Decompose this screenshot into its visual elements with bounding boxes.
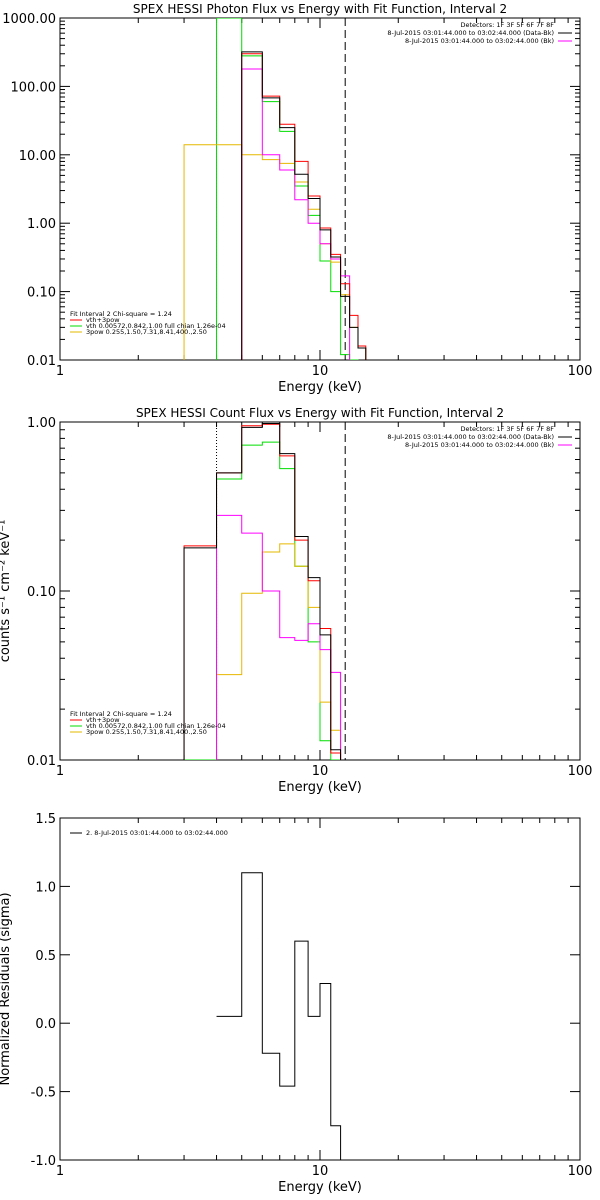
x-tick-label: 10	[312, 1164, 329, 1179]
x-tick-label: 100	[568, 364, 593, 379]
series-total-fit	[216, 872, 342, 1160]
x-axis-label: Energy (keV)	[278, 380, 362, 395]
series-bkg-sub-data	[241, 53, 367, 360]
series-vth-component	[183, 441, 342, 760]
legend-entry: vth+3pow	[86, 716, 120, 724]
y-tick-label: 1.5	[35, 812, 56, 827]
chart-panel-1: SPEX HESSI Photon Flux vs Energy with Fi…	[2, 2, 592, 395]
y-tick-label: 1.00	[27, 217, 56, 232]
legend-entry: vth+3pow	[86, 316, 120, 324]
x-tick-label: 1	[56, 1164, 64, 1179]
y-tick-label: 0.10	[27, 585, 56, 600]
x-tick-label: 100	[568, 1164, 593, 1179]
legend-entry: Fit Interval 2 Chi-square = 1.24	[70, 310, 172, 318]
x-tick-label: 10	[312, 764, 329, 779]
legend-entry: Detectors: 1F 3F 5F 6F 7F 8F	[460, 425, 554, 433]
chart-panel-2: SPEX HESSI Count Flux vs Energy with Fit…	[0, 406, 592, 795]
series-group	[183, 18, 367, 360]
x-tick-label: 100	[568, 764, 593, 779]
x-axis-label: Energy (keV)	[278, 1180, 362, 1195]
series-total-fit	[183, 422, 342, 760]
x-tick-label: 1	[56, 764, 64, 779]
legend-entry: 3pow 0.255,1.50,7.31,8.41,400.,2.50	[86, 728, 207, 736]
legend-entry: vth 0.00572,0.842,1.00 full chian 1.26e-…	[86, 322, 226, 330]
series-3pow-component	[216, 543, 342, 760]
y-tick-label: 10.00	[19, 149, 56, 164]
legend-entry: 8-Jul-2015 03:01:44.000 to 03:02:44.000 …	[405, 441, 554, 449]
legend-entry: Detectors: 1F 3F 5F 6F 7F 8F	[460, 21, 554, 29]
legend-entry: 3pow 0.255,1.50,7.31,8.41,400.,2.50	[86, 328, 207, 336]
y-tick-label: 100.00	[11, 80, 57, 95]
legend-entry: 8-Jul-2015 03:01:44.000 to 03:02:44.000 …	[387, 433, 554, 441]
chart-panel-3: 1 10 100 1.5 1.0 0.5 0.0 -0.5 -1.0 Energy (keV) No…	[0, 812, 592, 1195]
y-tick-label: 0.5	[35, 949, 56, 964]
legend-entry: 2. 8-Jul-2015 03:01:44.000 to 03:02:44.0…	[86, 829, 228, 837]
series-total-fit	[241, 51, 367, 360]
x-tick-label: 10	[312, 364, 329, 379]
y-axis-label: counts s⁻¹ cm⁻² keV⁻¹	[0, 520, 13, 663]
y-tick-label: 1.0	[35, 880, 56, 895]
legend-entry: Fit Interval 2 Chi-square = 1.24	[70, 710, 172, 718]
y-tick-label: 1.00	[27, 416, 56, 431]
chart-title: SPEX HESSI Photon Flux vs Energy with Fi…	[133, 2, 507, 16]
legend-entry: 8-Jul-2015 03:01:44.000 to 03:02:44.000 …	[387, 29, 554, 37]
y-tick-label: 1000.00	[2, 12, 56, 27]
y-tick-label: 0.01	[27, 754, 56, 769]
legend-entry: 8-Jul-2015 03:01:44.000 to 03:02:44.000 …	[405, 37, 554, 45]
series-vth-component	[216, 18, 359, 360]
y-tick-label: 0.0	[35, 1017, 56, 1032]
series-group	[216, 872, 342, 1160]
x-tick-label: 1	[56, 364, 64, 379]
y-tick-label: 0.10	[27, 286, 56, 301]
chart-title: SPEX HESSI Count Flux vs Energy with Fit…	[136, 406, 504, 420]
x-axis-label: Energy (keV)	[278, 780, 362, 795]
y-tick-label: -0.5	[31, 1086, 56, 1101]
series-background-data	[241, 68, 351, 360]
y-tick-label: -1.0	[31, 1154, 56, 1169]
series-group	[183, 422, 342, 760]
axes-frame	[59, 17, 581, 361]
y-tick-label: 0.01	[27, 354, 56, 369]
y-axis-label: Normalized Residuals (sigma)	[0, 892, 13, 1085]
legend-entry: vth 0.00572,0.842,1.00 full chian 1.26e-…	[86, 722, 226, 730]
